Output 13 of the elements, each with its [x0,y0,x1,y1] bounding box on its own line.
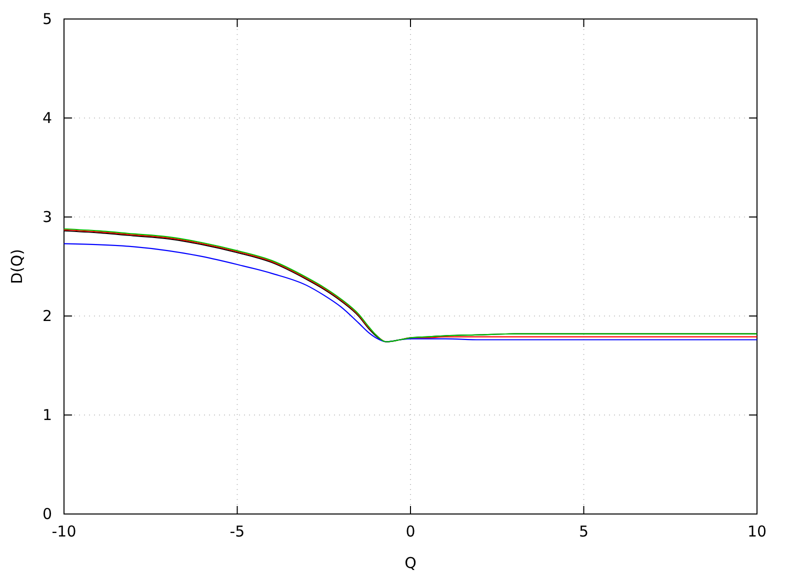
x-tick-label: 0 [406,522,416,541]
y-tick-label: 3 [42,208,52,226]
y-tick-label: 2 [42,306,52,325]
y-tick-label: 0 [42,504,52,523]
x-tick-label: -10 [52,522,76,541]
x-tick-label: 5 [578,522,589,541]
x-tick-label: -5 [230,522,245,541]
y-axis-title: D(Q) [8,248,26,284]
x-axis-title: Q [404,554,416,572]
y-tick-label: 1 [42,406,52,424]
x-tick-label: 10 [747,522,767,541]
y-tick-label: 4 [42,108,52,127]
y-tick-label: 5 [42,10,52,28]
